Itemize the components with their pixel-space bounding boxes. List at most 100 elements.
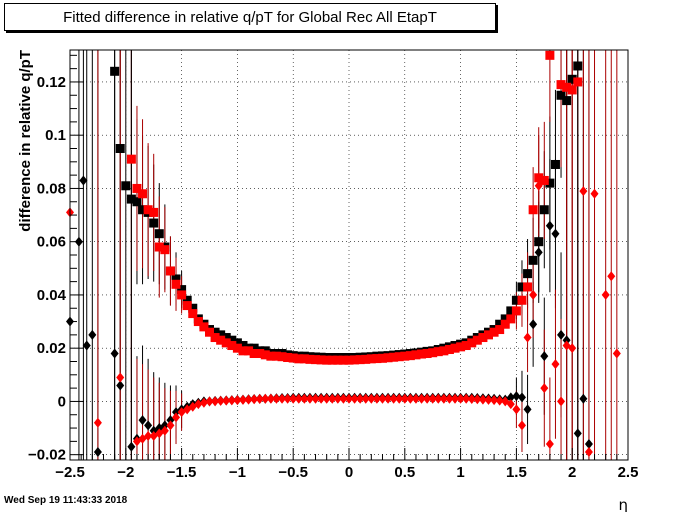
diamond-marker xyxy=(93,447,102,458)
diamond-marker xyxy=(512,391,521,402)
square-marker xyxy=(428,348,438,358)
square-marker xyxy=(444,345,454,355)
square-marker xyxy=(110,66,120,76)
diamond-marker xyxy=(127,441,136,452)
diamond-marker xyxy=(110,348,119,359)
square-marker xyxy=(115,144,125,154)
diamond-marker xyxy=(238,394,247,405)
square-marker xyxy=(232,338,242,348)
diamond-marker xyxy=(199,397,208,408)
square-marker xyxy=(160,245,170,255)
square-marker xyxy=(138,189,148,199)
square-marker xyxy=(433,347,443,357)
square-marker xyxy=(154,229,164,239)
diamond-marker xyxy=(540,351,549,362)
square-marker xyxy=(238,341,248,351)
square-marker xyxy=(517,295,527,305)
diamond-marker xyxy=(283,393,292,404)
diamond-marker xyxy=(423,393,432,404)
square-marker xyxy=(372,354,382,364)
square-marker xyxy=(344,355,354,365)
square-marker xyxy=(461,341,471,351)
y-tick-label: 0.04 xyxy=(37,287,67,304)
diamond-marker xyxy=(417,393,426,404)
diamond-marker xyxy=(144,431,153,442)
diamond-marker xyxy=(467,394,476,405)
square-marker xyxy=(489,327,499,337)
square-marker xyxy=(478,333,488,343)
square-marker xyxy=(210,333,220,343)
diamond-marker xyxy=(473,394,482,405)
square-marker xyxy=(506,314,516,324)
square-marker xyxy=(456,342,466,352)
diamond-marker xyxy=(367,393,376,404)
diamond-marker xyxy=(506,399,515,410)
square-marker xyxy=(132,183,142,193)
square-marker xyxy=(288,353,298,363)
diamond-marker xyxy=(478,394,487,405)
diamond-marker xyxy=(495,395,504,406)
diamond-marker xyxy=(607,271,616,282)
square-marker xyxy=(400,351,410,361)
square-marker xyxy=(377,353,387,363)
square-marker xyxy=(171,274,181,284)
square-marker xyxy=(165,266,175,276)
square-marker xyxy=(500,319,510,329)
square-marker xyxy=(182,295,192,305)
square-marker xyxy=(299,354,309,364)
diamond-marker xyxy=(406,393,415,404)
diamond-marker xyxy=(517,392,526,403)
square-marker xyxy=(277,352,287,362)
square-marker xyxy=(517,282,527,292)
y-tick-label: 0 xyxy=(58,393,66,410)
square-marker xyxy=(534,173,544,183)
y-tick-label: −0.02 xyxy=(28,447,66,464)
square-marker xyxy=(573,61,583,71)
square-marker xyxy=(545,50,555,60)
square-marker xyxy=(266,351,276,361)
y-tick-label: 0.02 xyxy=(37,340,66,357)
square-marker xyxy=(528,205,538,215)
square-marker xyxy=(495,325,505,335)
x-tick-label: −2.5 xyxy=(55,464,85,481)
square-marker xyxy=(188,309,198,319)
error-bars xyxy=(69,50,618,460)
square-marker xyxy=(138,205,148,215)
square-marker xyxy=(355,355,365,365)
diamond-marker xyxy=(512,404,521,415)
diamond-marker xyxy=(361,393,370,404)
diamond-marker xyxy=(445,393,454,404)
square-marker xyxy=(227,335,237,345)
diamond-marker xyxy=(88,329,97,340)
square-marker xyxy=(177,285,187,295)
square-marker xyxy=(394,352,404,362)
diamond-marker xyxy=(216,395,225,406)
diamond-marker xyxy=(294,393,303,404)
diamond-marker xyxy=(116,380,125,391)
diamond-marker xyxy=(160,420,169,431)
square-marker xyxy=(550,159,560,169)
square-marker xyxy=(556,90,566,100)
square-marker xyxy=(121,181,131,191)
square-marker xyxy=(333,355,343,365)
diamond-marker xyxy=(456,393,465,404)
diamond-marker xyxy=(144,420,153,431)
diamond-marker xyxy=(255,394,264,405)
diamond-marker xyxy=(160,425,169,436)
y-tick-label: 0.08 xyxy=(37,180,66,197)
diamond-marker xyxy=(573,428,582,439)
diamond-marker xyxy=(244,394,253,405)
diamond-marker xyxy=(534,247,543,258)
diamond-marker xyxy=(372,393,381,404)
diamond-marker xyxy=(534,180,543,191)
square-marker xyxy=(417,349,427,359)
diamond-marker xyxy=(517,420,526,431)
diamond-marker xyxy=(579,186,588,197)
square-marker xyxy=(573,77,583,87)
diamond-marker xyxy=(345,393,353,404)
x-tick-label: 0.5 xyxy=(394,464,415,481)
square-marker xyxy=(539,175,549,185)
square-marker xyxy=(238,346,248,356)
square-marker xyxy=(182,301,192,311)
